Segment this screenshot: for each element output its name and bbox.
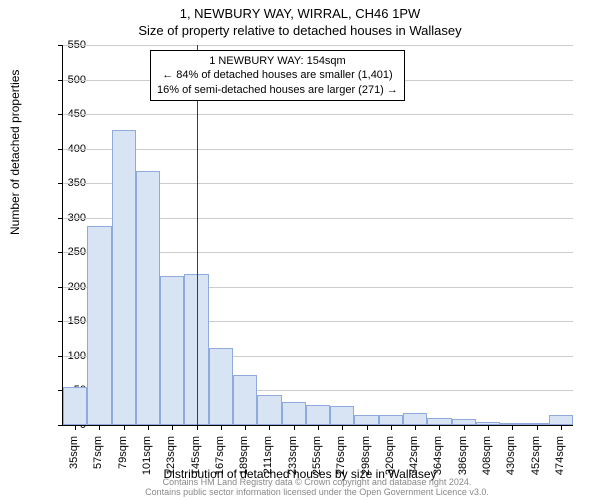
y-axis-label: Number of detached properties [8, 70, 22, 235]
xtick-label: 386sqm [457, 436, 469, 486]
xtick-label: 123sqm [165, 436, 177, 486]
histogram-bar [476, 422, 500, 425]
chart-subtitle: Size of property relative to detached ho… [0, 21, 600, 38]
gridline [63, 45, 573, 46]
annotation-line1: 1 NEWBURY WAY: 154sqm [157, 54, 398, 68]
histogram-bar [330, 406, 354, 425]
histogram-bar [306, 405, 330, 425]
xtick-label: 474sqm [554, 436, 566, 486]
histogram-bar [282, 402, 306, 425]
histogram-bar [257, 395, 281, 425]
xtick-mark [148, 425, 149, 430]
xtick-mark [221, 425, 222, 430]
xtick-mark [561, 425, 562, 430]
xtick-mark [197, 425, 198, 430]
chart-container: 1, NEWBURY WAY, WIRRAL, CH46 1PW Size of… [0, 0, 600, 500]
histogram-bar [136, 171, 160, 425]
xtick-label: 408sqm [481, 436, 493, 486]
xtick-mark [318, 425, 319, 430]
footer-line2: Contains public sector information licen… [62, 488, 572, 498]
xtick-label: 430sqm [505, 436, 517, 486]
xtick-label: 35sqm [68, 436, 80, 486]
histogram-bar [549, 415, 573, 425]
plot [62, 45, 573, 426]
xtick-mark [124, 425, 125, 430]
xtick-mark [245, 425, 246, 430]
xtick-label: 57sqm [92, 436, 104, 486]
xtick-label: 342sqm [408, 436, 420, 486]
xtick-mark [99, 425, 100, 430]
xtick-label: 452sqm [530, 436, 542, 486]
xtick-mark [172, 425, 173, 430]
xtick-mark [512, 425, 513, 430]
page-title: 1, NEWBURY WAY, WIRRAL, CH46 1PW [0, 0, 600, 21]
xtick-label: 167sqm [214, 436, 226, 486]
xtick-mark [415, 425, 416, 430]
xtick-label: 189sqm [238, 436, 250, 486]
xtick-label: 255sqm [311, 436, 323, 486]
xtick-label: 79sqm [117, 436, 129, 486]
xtick-mark [391, 425, 392, 430]
xtick-mark [439, 425, 440, 430]
xtick-mark [269, 425, 270, 430]
annotation-line2: ← 84% of detached houses are smaller (1,… [157, 68, 398, 82]
histogram-bar [209, 348, 233, 425]
xtick-label: 276sqm [335, 436, 347, 486]
histogram-bar [63, 387, 87, 425]
xtick-label: 101sqm [141, 436, 153, 486]
histogram-bar [427, 418, 451, 425]
gridline [63, 149, 573, 150]
xtick-mark [464, 425, 465, 430]
histogram-bar [233, 375, 257, 425]
xtick-label: 320sqm [384, 436, 396, 486]
xtick-label: 145sqm [190, 436, 202, 486]
histogram-bar [354, 415, 378, 425]
xtick-label: 233sqm [287, 436, 299, 486]
histogram-bar [524, 423, 548, 425]
histogram-bar [160, 276, 184, 425]
xtick-mark [367, 425, 368, 430]
xtick-mark [342, 425, 343, 430]
xtick-label: 364sqm [432, 436, 444, 486]
histogram-bar [379, 415, 403, 425]
chart-area: 1 NEWBURY WAY: 154sqm ← 84% of detached … [62, 45, 572, 425]
histogram-bar [500, 423, 524, 425]
xtick-label: 211sqm [262, 436, 274, 486]
histogram-bar [87, 226, 111, 425]
histogram-bar [452, 419, 476, 425]
annotation-line3: 16% of semi-detached houses are larger (… [157, 83, 398, 97]
xtick-mark [294, 425, 295, 430]
xtick-label: 298sqm [360, 436, 372, 486]
reference-line [197, 45, 198, 425]
gridline [63, 114, 573, 115]
annotation-box: 1 NEWBURY WAY: 154sqm ← 84% of detached … [150, 50, 405, 101]
xtick-mark [488, 425, 489, 430]
xtick-mark [537, 425, 538, 430]
histogram-bar [403, 413, 427, 425]
histogram-bar [112, 130, 136, 425]
